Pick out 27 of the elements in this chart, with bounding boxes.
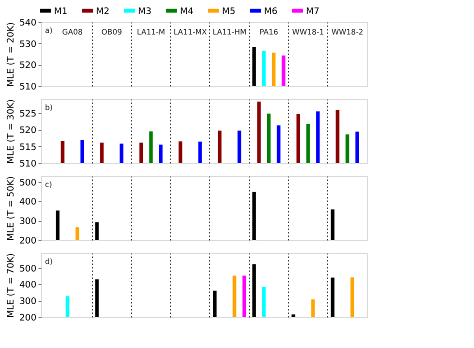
y-axis-title: MLE (T = 70K) — [6, 253, 16, 318]
y-tick-label: 520 — [19, 61, 37, 72]
y-tick-label: 200 — [19, 314, 37, 324]
y-tick-label: 520 — [19, 126, 37, 136]
y-tick-label: 510 — [19, 82, 37, 92]
y-tick-label: 525 — [19, 110, 36, 120]
y-tick-label: 540 — [19, 18, 37, 28]
legend-label: M2 — [96, 6, 110, 17]
legend-label: M6 — [264, 6, 278, 17]
y-axis-title: MLE (T = 50K) — [6, 176, 16, 241]
y-axis-title: MLE (T = 20K) — [6, 22, 16, 87]
y-tick-label: 510 — [19, 160, 37, 170]
y-tick-label: 530 — [19, 40, 37, 50]
y-tick-label: 400 — [19, 198, 37, 208]
y-tick-label: 300 — [19, 217, 37, 228]
legend-label: M7 — [306, 6, 320, 17]
y-tick-label: 300 — [19, 297, 37, 308]
y-tick-label: 400 — [19, 280, 37, 291]
y-tick-label: 500 — [19, 178, 37, 188]
legend-label: M4 — [180, 6, 194, 17]
y-axis-title: MLE (T = 30K) — [6, 99, 16, 164]
legend-label: M5 — [222, 6, 236, 17]
y-tick-label: 515 — [19, 142, 36, 153]
legend-label: M1 — [54, 6, 68, 17]
legend-label: M3 — [138, 6, 152, 17]
y-tick-label: 500 — [19, 264, 37, 274]
y-tick-label: 200 — [19, 236, 37, 246]
